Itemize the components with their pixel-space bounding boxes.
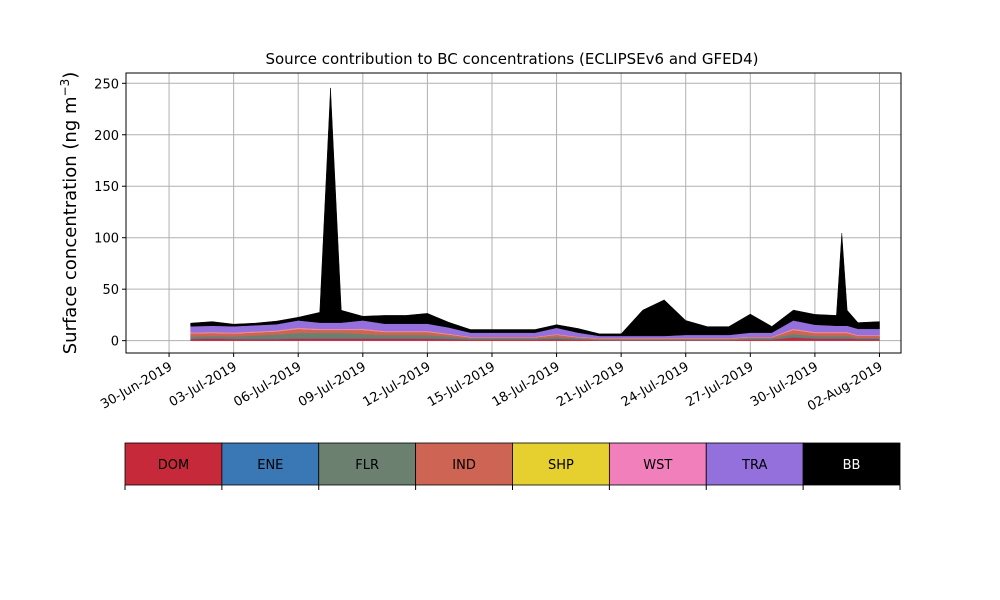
legend-label-wst: WST	[643, 458, 672, 473]
grid-lines	[126, 73, 901, 353]
area-bb	[190, 87, 880, 337]
legend-label-shp: SHP	[548, 458, 574, 473]
y-tick-label: 0	[111, 335, 119, 350]
y-tick-label: 150	[94, 180, 119, 195]
chart-title: Source contribution to BC concentrations…	[265, 50, 758, 68]
legend-swatch-ene	[221, 442, 320, 486]
y-axis-label-main: Surface concentration (ng m	[60, 96, 81, 354]
legend-label-bb: BB	[843, 458, 861, 473]
legend-swatch-dom	[124, 442, 223, 486]
color-legend: DOM ENE FLR IND SHP WST TRA BB	[124, 442, 901, 490]
plot-area: 0 50 100 150 200 250 30-Jun-201903-Jul-201906…	[94, 72, 902, 415]
legend-label-ind: IND	[452, 458, 476, 473]
y-axis-ticks: 0 50 100 150 200 250	[94, 77, 126, 350]
y-tick-label: 250	[94, 77, 119, 92]
x-tick-label: 24-Jul-2019	[619, 359, 692, 410]
legend-swatch-bb	[802, 442, 901, 486]
legend-label-tra: TRA	[741, 458, 767, 473]
plot-frame	[126, 73, 901, 353]
x-tick-label: 09-Jul-2019	[296, 359, 369, 410]
y-tick-label: 200	[94, 129, 119, 144]
x-tick-label: 30-Jun-2019	[98, 359, 175, 412]
x-tick-label: 15-Jul-2019	[425, 359, 498, 410]
x-tick-label: 06-Jul-2019	[231, 359, 304, 410]
x-axis-ticks: 30-Jun-201903-Jul-201906-Jul-201909-Jul-…	[98, 353, 885, 415]
y-axis-label: Surface concentration (ng m−3)	[58, 72, 81, 355]
legend-swatch-wst	[608, 442, 707, 486]
stacked-areas	[190, 87, 880, 341]
x-tick-label: 18-Jul-2019	[490, 359, 563, 410]
legend-swatch-flr	[318, 442, 417, 486]
x-tick-label: 21-Jul-2019	[554, 359, 627, 410]
plot-border	[125, 72, 902, 354]
y-axis-label-superscript: −3	[58, 79, 72, 97]
legend-swatch-tra	[705, 442, 804, 486]
y-axis-label-close: )	[60, 72, 81, 79]
legend-label-dom: DOM	[158, 458, 189, 473]
x-tick-label: 12-Jul-2019	[361, 359, 434, 410]
y-tick-label: 100	[94, 232, 119, 247]
x-tick-label: 27-Jul-2019	[683, 359, 756, 410]
y-tick-label: 50	[102, 283, 119, 298]
legend-label-ene: ENE	[257, 458, 283, 473]
legend-label-flr: FLR	[355, 458, 379, 473]
x-tick-label: 03-Jul-2019	[167, 359, 240, 410]
